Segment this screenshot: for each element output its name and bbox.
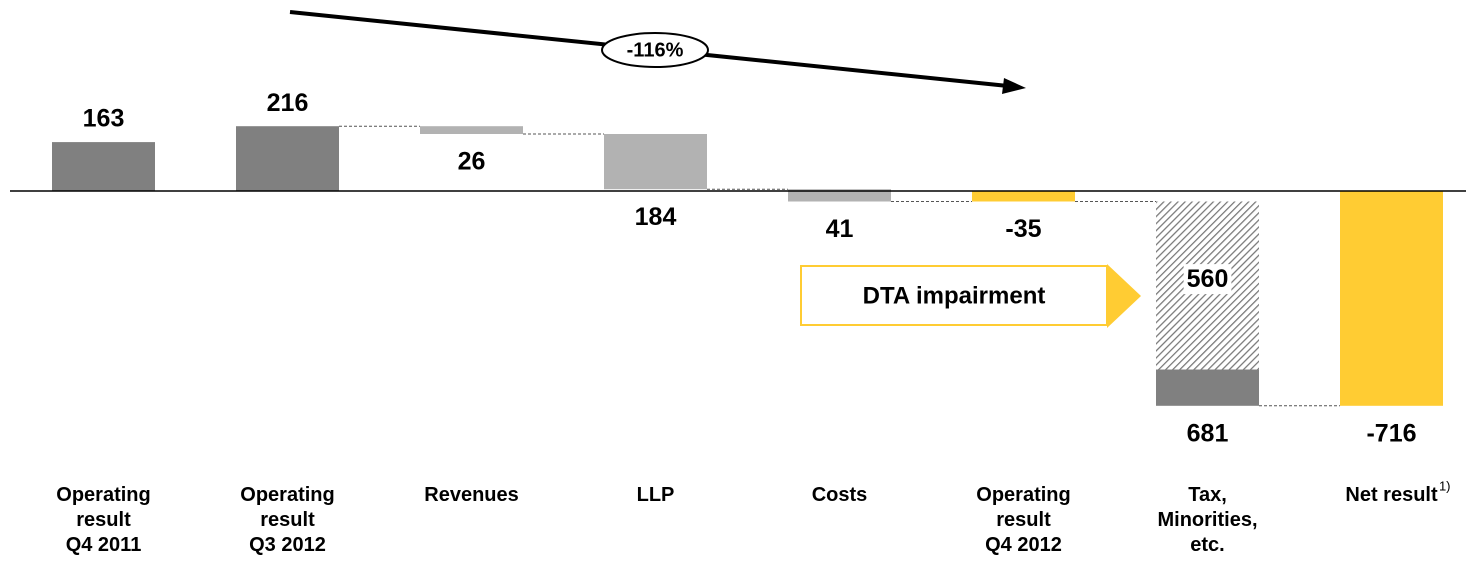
category-line: Operating <box>240 484 334 506</box>
dta-box <box>800 265 1108 326</box>
category-line: Minorities, <box>1157 509 1257 531</box>
category-line: Q4 2011 <box>66 534 142 556</box>
change-annotation: -116% <box>627 39 684 61</box>
category-label: Costs <box>812 484 868 506</box>
category-label: Operating result Q4 2011 <box>56 484 150 556</box>
category-line: etc. <box>1190 534 1224 556</box>
category-label: Net result <box>1345 484 1438 506</box>
category-line: Costs <box>812 484 868 506</box>
value-label: 26 <box>458 148 486 176</box>
category-label: Revenues <box>424 484 519 506</box>
value-label: -716 <box>1366 419 1416 447</box>
value-label: 163 <box>83 105 125 133</box>
bar <box>972 191 1075 202</box>
category-line: Q3 2012 <box>249 534 326 556</box>
category-line: LLP <box>637 484 675 506</box>
value-label: 184 <box>635 203 677 231</box>
category-line: Operating <box>976 484 1070 506</box>
change-badge <box>601 32 709 68</box>
dta-label: DTA impairment <box>863 282 1046 309</box>
category-line: Operating <box>56 484 150 506</box>
category-label: LLP <box>637 484 675 506</box>
category-line: result <box>76 509 131 531</box>
category-label: Operating result Q3 2012 <box>240 484 334 556</box>
category-label: Operating result Q4 2012 <box>976 484 1070 556</box>
value-label: 216 <box>267 89 309 117</box>
bar <box>1340 191 1443 406</box>
value-label: -35 <box>1005 215 1041 243</box>
value-label: 681 <box>1187 419 1229 447</box>
dta-value-bg <box>1183 264 1232 295</box>
value-label: 41 <box>826 215 854 243</box>
bar <box>52 142 155 191</box>
bar <box>420 126 523 134</box>
trend-arrowhead <box>1002 78 1026 94</box>
category-label: Tax, Minorities, etc. <box>1157 484 1257 556</box>
category-line: result <box>260 509 315 531</box>
footnote-marker: 1) <box>1439 478 1451 493</box>
category-line: Net result <box>1345 484 1438 506</box>
bar <box>236 126 339 191</box>
category-line: Tax, <box>1188 484 1227 506</box>
bar <box>788 189 891 202</box>
category-line: result <box>996 509 1051 531</box>
dta-value-label: 560 <box>1187 265 1229 293</box>
category-line: Revenues <box>424 484 519 506</box>
dta-arrow <box>1107 264 1141 328</box>
category-line: Q4 2012 <box>985 534 1062 556</box>
bar <box>604 134 707 190</box>
